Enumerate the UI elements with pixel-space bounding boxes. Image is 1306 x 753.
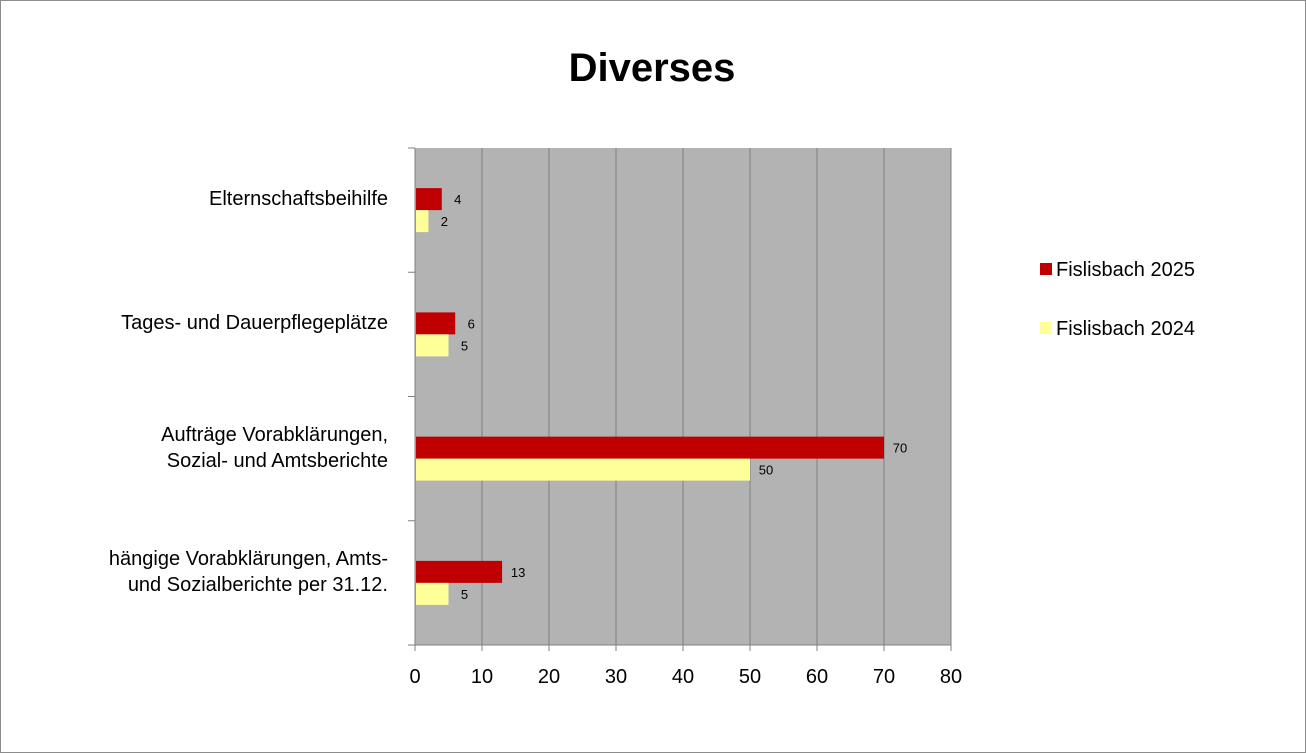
bar — [416, 560, 503, 583]
x-tick-label: 20 — [538, 666, 560, 688]
data-label: 5 — [461, 338, 468, 353]
x-tick-label: 30 — [605, 666, 627, 688]
data-label: 6 — [468, 316, 475, 331]
chart-legend: Fislisbach 2025 Fislisbach 2024 — [1040, 256, 1195, 374]
bar — [416, 458, 750, 481]
bar — [416, 210, 429, 233]
legend-swatch — [1040, 262, 1052, 275]
category-label: Tages- und Dauerpflegeplätze — [121, 312, 388, 335]
x-tick-label: 10 — [471, 666, 493, 688]
data-label: 4 — [454, 192, 461, 207]
legend-label: Fislisbach 2025 — [1056, 259, 1195, 281]
data-label: 5 — [461, 587, 468, 602]
x-tick-label: 40 — [672, 666, 694, 688]
bar — [416, 582, 449, 605]
x-tick-label: 80 — [940, 666, 962, 688]
category-label: Elternschaftsbeihilfe — [209, 188, 388, 211]
bar — [416, 436, 884, 459]
data-label: 70 — [893, 441, 907, 456]
chart-title: Diverses — [568, 46, 736, 90]
bar — [416, 334, 449, 357]
data-label: 50 — [759, 463, 773, 478]
category-label: hängige Vorabklärungen, Amts- und Sozial… — [108, 547, 388, 596]
data-label: 13 — [511, 565, 525, 580]
data-label: 2 — [441, 214, 448, 229]
x-tick-label: 60 — [806, 666, 828, 688]
x-tick-label: 50 — [739, 666, 761, 688]
legend-swatch — [1040, 321, 1052, 334]
x-tick-label: 0 — [409, 666, 420, 688]
legend-item: Fislisbach 2024 — [1040, 315, 1195, 343]
bar — [416, 312, 456, 335]
x-tick-label: 70 — [873, 666, 895, 688]
bar — [416, 188, 442, 211]
legend-item: Fislisbach 2025 — [1040, 256, 1195, 284]
legend-label: Fislisbach 2024 — [1056, 318, 1195, 340]
category-label: Aufträge Vorabklärungen, Sozial- und Amt… — [161, 423, 388, 472]
